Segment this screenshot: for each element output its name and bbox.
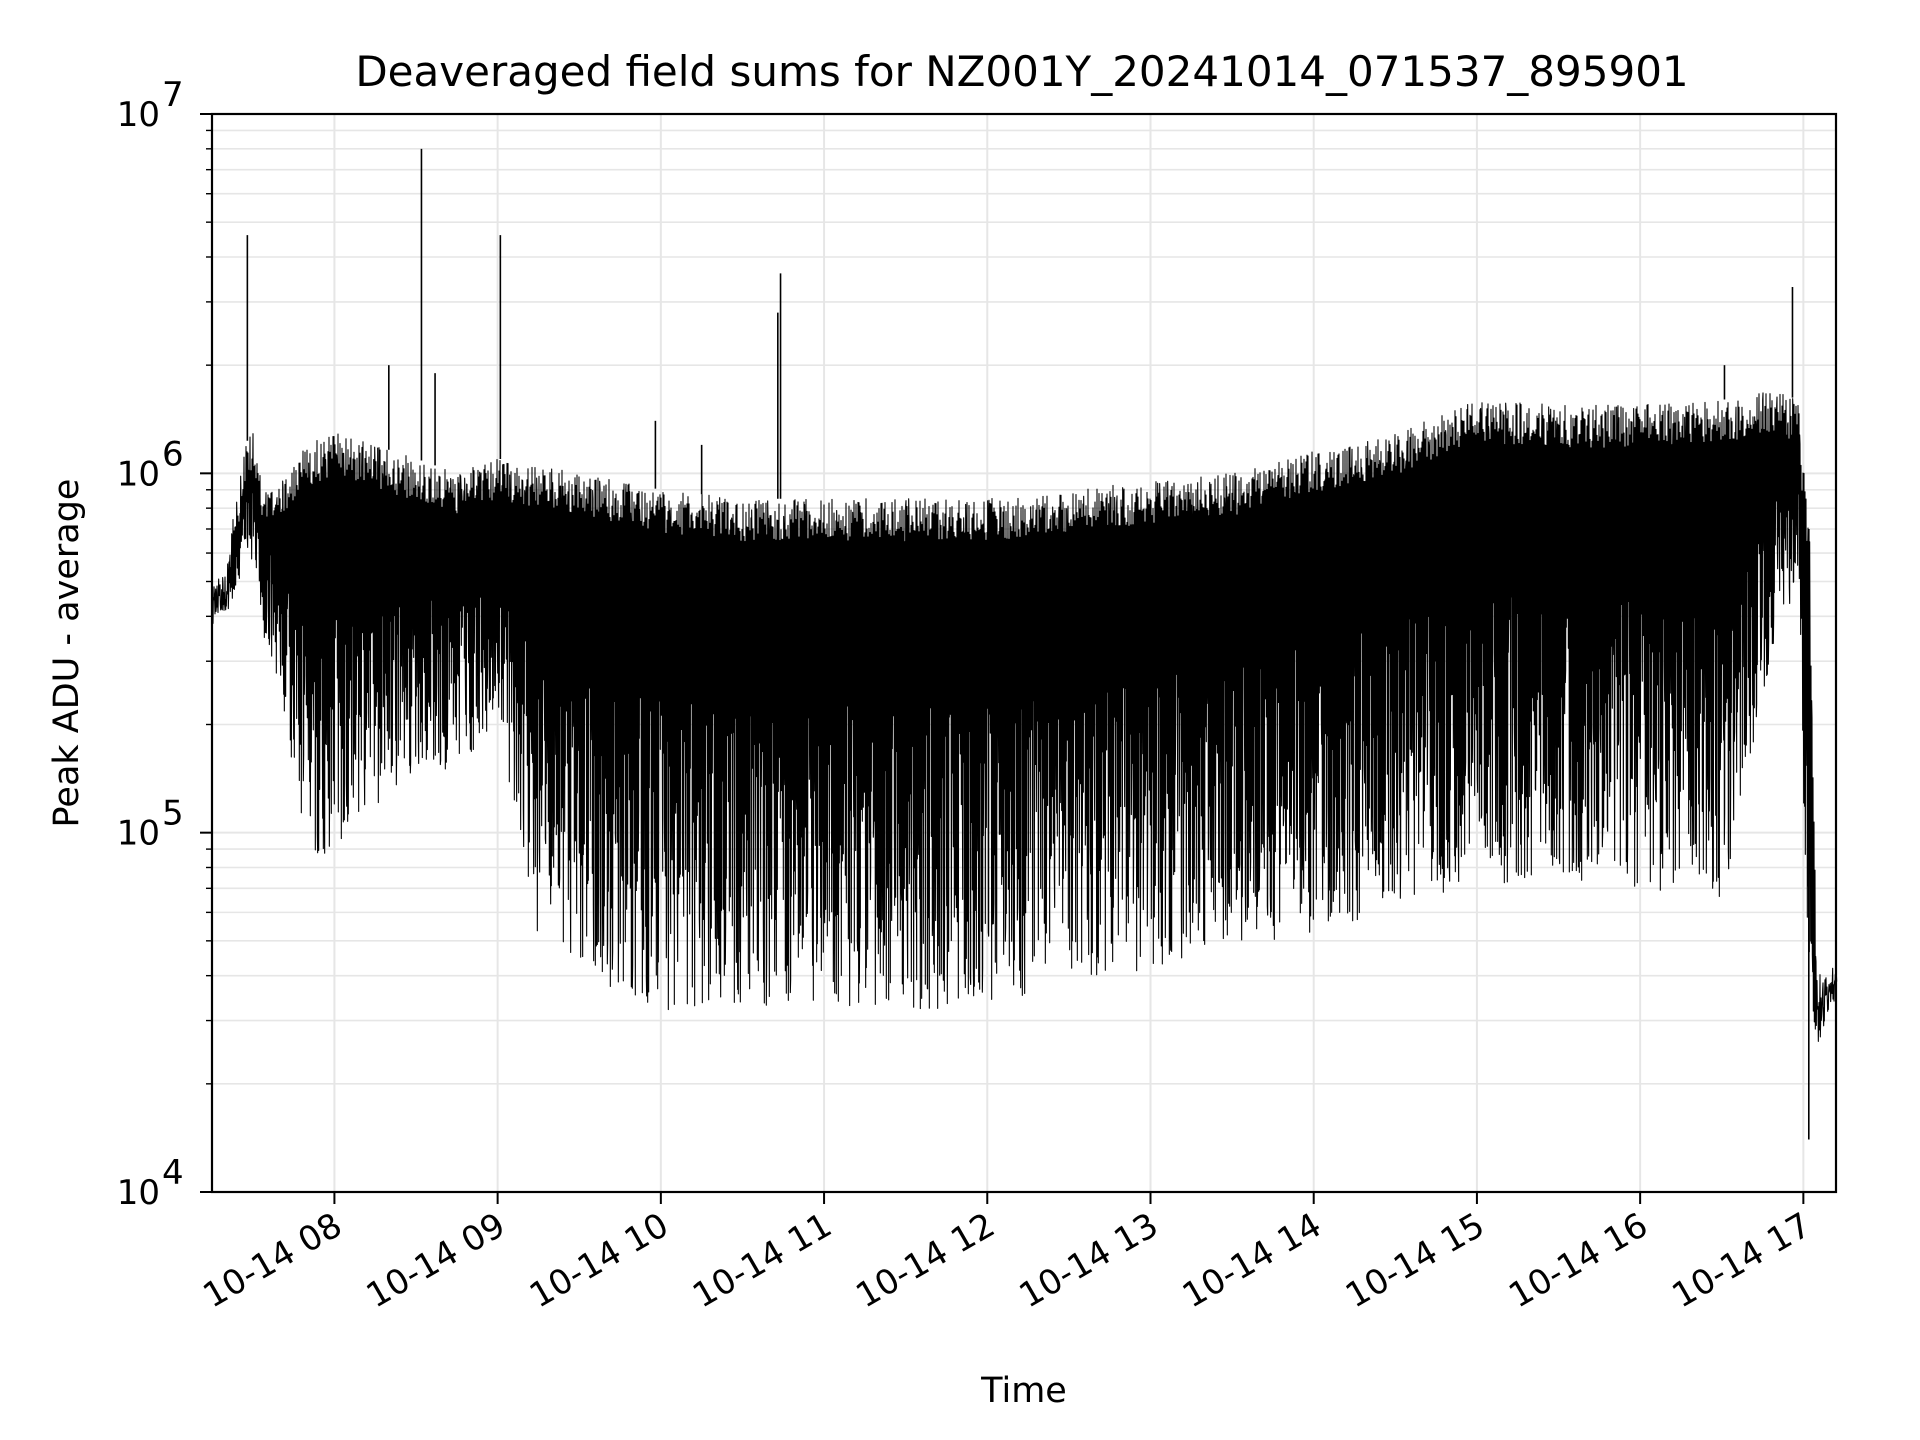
y-tick-exponent-3: 7 <box>162 75 184 115</box>
y-tick-label-1: 10 <box>117 814 160 854</box>
series-line <box>211 392 1838 1042</box>
y-tick-label-2: 10 <box>117 454 160 494</box>
y-tick-exponent-0: 4 <box>162 1153 184 1193</box>
y-tick-exponent-2: 6 <box>162 434 184 474</box>
x-axis-title: Time <box>980 1371 1067 1411</box>
chart-title: Deaveraged field sums for NZ001Y_2024101… <box>355 47 1688 96</box>
series-layer <box>211 148 1838 1140</box>
plot-frame <box>210 112 1838 1194</box>
y-tick-label-3: 10 <box>117 95 160 135</box>
y-tick-label-0: 10 <box>117 1173 160 1213</box>
y-tick-exponent-1: 5 <box>162 794 184 834</box>
y-axis-title: Peak ADU - average <box>47 479 87 828</box>
